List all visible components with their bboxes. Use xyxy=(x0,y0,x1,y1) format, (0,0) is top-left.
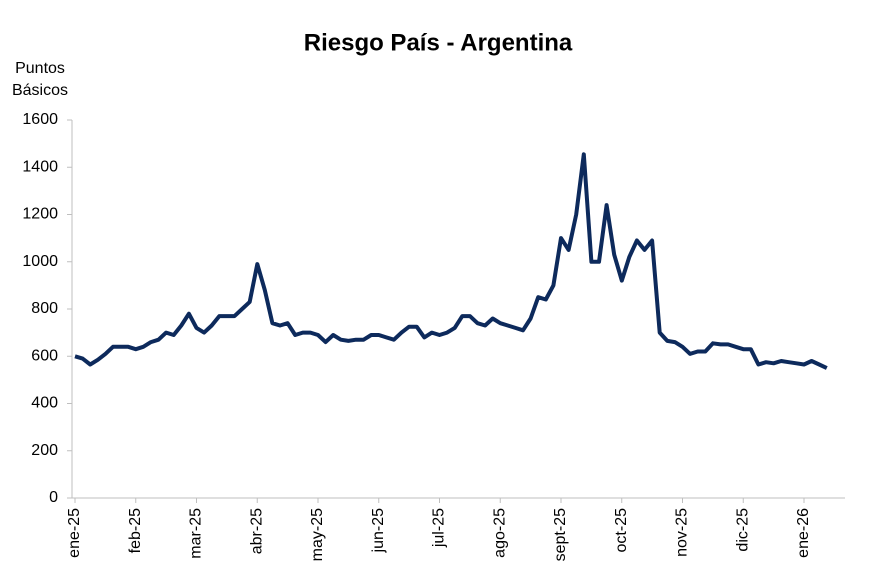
y-axis-label: Básicos xyxy=(12,82,68,99)
x-tick-label: ago-25 xyxy=(491,508,508,558)
x-tick-label: dic-25 xyxy=(734,508,751,552)
y-tick-label: 800 xyxy=(31,300,58,317)
x-tick-label: jun-25 xyxy=(370,508,387,554)
x-tick-label: abr-25 xyxy=(248,508,265,554)
y-tick-label: 1600 xyxy=(22,111,58,128)
x-tick-label: nov-25 xyxy=(674,508,691,557)
x-tick-label: sept-25 xyxy=(552,508,569,561)
y-tick-label: 0 xyxy=(49,489,58,506)
y-tick-label: 400 xyxy=(31,395,58,412)
x-tick-label: oct-25 xyxy=(613,508,630,553)
chart-title: Riesgo País - Argentina xyxy=(304,29,573,56)
y-tick-label: 200 xyxy=(31,442,58,459)
x-tick-label: may-25 xyxy=(309,508,326,561)
x-tick-label: jul-25 xyxy=(431,508,448,548)
x-tick-label: ene-26 xyxy=(795,508,812,558)
y-tick-label: 600 xyxy=(31,347,58,364)
y-tick-label: 1400 xyxy=(22,158,58,175)
y-axis-label: Puntos xyxy=(15,60,65,77)
data-line xyxy=(74,152,828,370)
y-tick-label: 1000 xyxy=(22,253,58,270)
x-tick-label: mar-25 xyxy=(188,508,205,559)
x-tick-label: ene-25 xyxy=(66,508,83,558)
y-tick-label: 1200 xyxy=(22,206,58,223)
x-tick-label: feb-25 xyxy=(127,508,144,553)
